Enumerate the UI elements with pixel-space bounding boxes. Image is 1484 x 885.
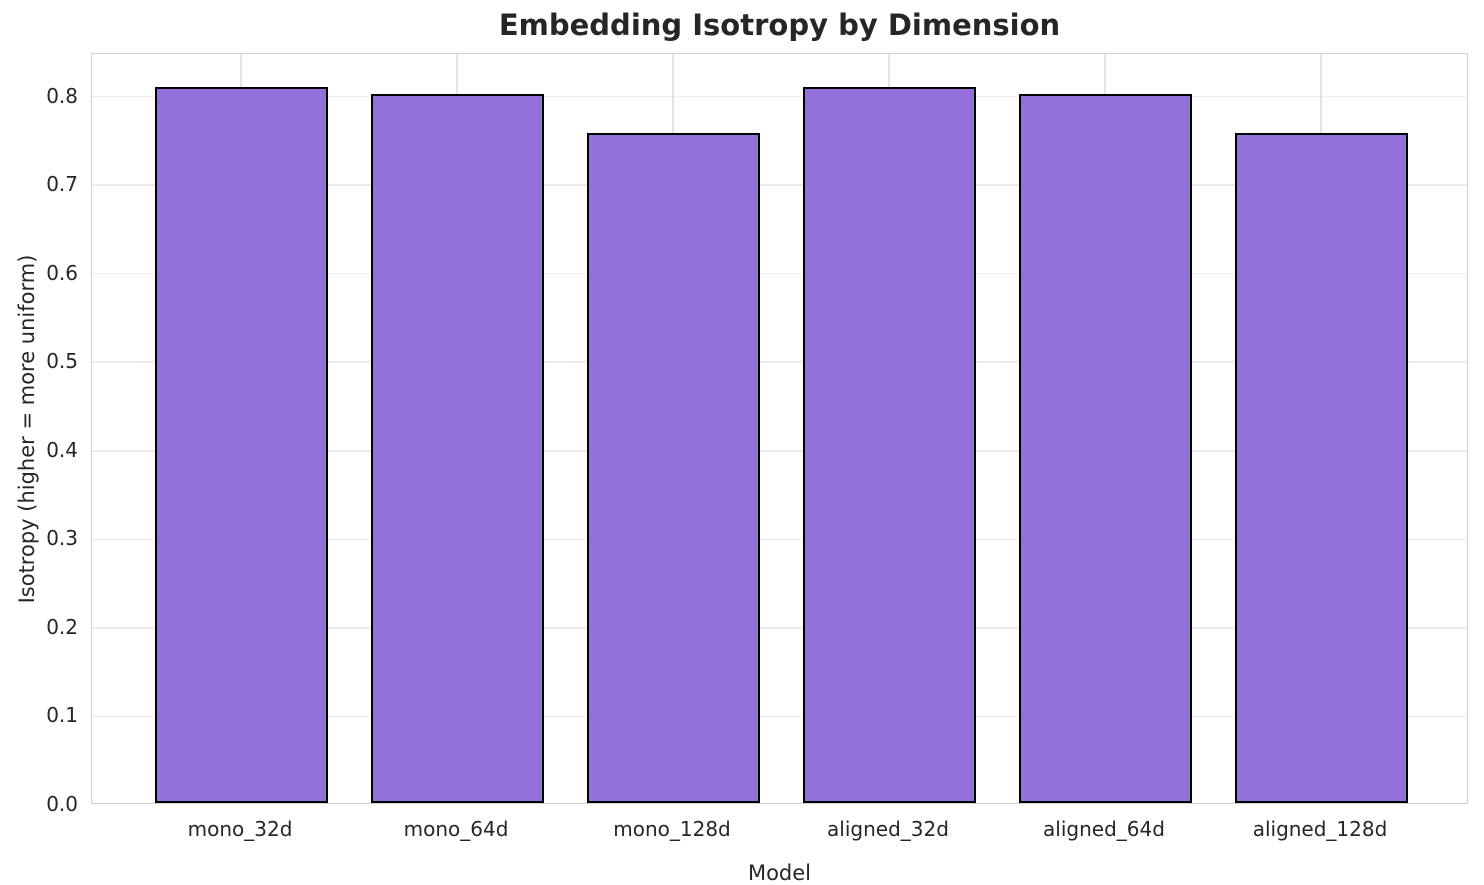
gridline-y-0.3 (92, 538, 1467, 541)
bar-mono_64d (370, 93, 544, 803)
ytick-label-0.0: 0.0 (46, 792, 78, 816)
xtick-label-aligned_128d: aligned_128d (1252, 817, 1388, 841)
ytick-label-0.3: 0.3 (46, 526, 78, 551)
gridline-y-0.8 (92, 95, 1467, 98)
ytick-label-0.6: 0.6 (46, 260, 78, 285)
x-axis-label: Model (747, 861, 812, 885)
bar-aligned_64d (1018, 93, 1192, 803)
ytick-label-0.7: 0.7 (46, 172, 78, 197)
ytick-label-0.5: 0.5 (46, 349, 78, 374)
xtick-label-mono_64d: mono_64d (403, 817, 509, 841)
bar-aligned_32d (802, 86, 976, 803)
gridline-y-0.2 (92, 627, 1467, 629)
xtick-label-aligned_64d: aligned_64d (1043, 817, 1165, 841)
gridline-y-0.1 (92, 715, 1467, 718)
xtick-label-mono_32d: mono_32d (187, 817, 293, 841)
chart-title: Embedding Isotropy by Dimension (498, 8, 1061, 42)
ytick-label-0.8: 0.8 (46, 83, 78, 108)
gridline-y-0.6 (92, 272, 1467, 275)
bar-mono_128d (586, 133, 760, 803)
xtick-label-mono_128d: mono_128d (613, 817, 731, 841)
bar-mono_32d (154, 86, 328, 803)
ytick-label-0.4: 0.4 (46, 437, 78, 462)
ytick-label-0.2: 0.2 (46, 614, 78, 639)
plot-area (91, 53, 1468, 804)
gridline-y-0.7 (92, 184, 1467, 186)
bar-aligned_128d (1234, 133, 1408, 803)
ytick-label-0.1: 0.1 (46, 703, 78, 728)
xtick-label-aligned_32d: aligned_32d (827, 817, 949, 841)
gridline-y-0.5 (92, 361, 1467, 363)
y-axis-label: Isotropy (higher = more uniform) (15, 254, 39, 604)
gridline-y-0.4 (92, 449, 1467, 452)
